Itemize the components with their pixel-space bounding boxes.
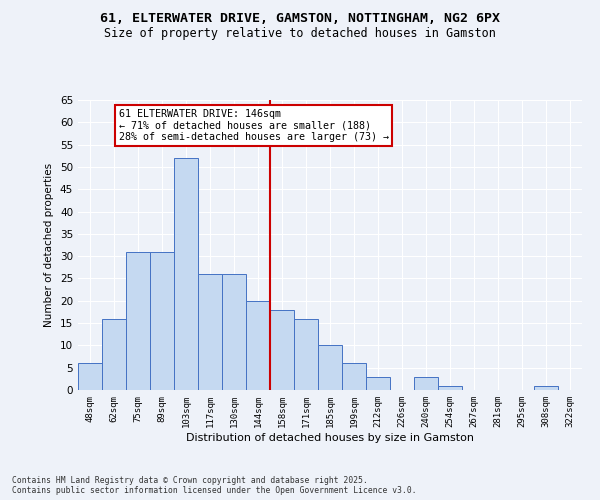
Bar [318,346,342,390]
Text: 61, ELTERWATER DRIVE, GAMSTON, NOTTINGHAM, NG2 6PX: 61, ELTERWATER DRIVE, GAMSTON, NOTTINGHA… [100,12,500,26]
Bar [342,363,366,390]
Bar [534,386,558,390]
Bar [198,274,222,390]
Bar [438,386,462,390]
Bar [366,376,390,390]
Text: 61 ELTERWATER DRIVE: 146sqm
← 71% of detached houses are smaller (188)
28% of se: 61 ELTERWATER DRIVE: 146sqm ← 71% of det… [119,109,389,142]
Text: Contains HM Land Registry data © Crown copyright and database right 2025.
Contai: Contains HM Land Registry data © Crown c… [12,476,416,495]
Bar [246,301,270,390]
Bar [174,158,198,390]
X-axis label: Distribution of detached houses by size in Gamston: Distribution of detached houses by size … [186,432,474,442]
Bar [270,310,294,390]
Text: Size of property relative to detached houses in Gamston: Size of property relative to detached ho… [104,28,496,40]
Bar [294,318,318,390]
Bar [414,376,438,390]
Bar [102,318,126,390]
Bar [222,274,246,390]
Y-axis label: Number of detached properties: Number of detached properties [44,163,55,327]
Bar [78,363,102,390]
Bar [126,252,150,390]
Bar [150,252,174,390]
